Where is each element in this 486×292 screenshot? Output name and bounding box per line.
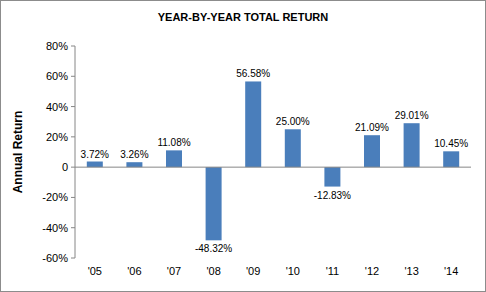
y-axis-label: Annual Return: [11, 111, 25, 194]
y-tick: [71, 106, 75, 107]
y-tick-label: -60%: [42, 252, 68, 264]
x-tick-label: '13: [404, 265, 418, 277]
y-tick: [71, 76, 75, 77]
y-tick-label: 60%: [46, 70, 68, 82]
x-tick-label: '14: [444, 265, 458, 277]
data-label: -48.32%: [195, 243, 232, 254]
y-tick-label: -40%: [42, 222, 68, 234]
x-tick-label: '05: [88, 265, 102, 277]
x-tick-label: '09: [246, 265, 260, 277]
data-label: 56.58%: [236, 68, 270, 79]
y-tick: [71, 227, 75, 228]
chart-title: YEAR-BY-YEAR TOTAL RETURN: [158, 11, 329, 23]
bar: [245, 81, 261, 167]
y-tick: [71, 136, 75, 137]
bar: [285, 129, 301, 167]
chart-root: YEAR-BY-YEAR TOTAL RETURN Annual Return -6…: [0, 0, 486, 292]
bar: [166, 150, 182, 167]
x-tick-label: '12: [365, 265, 379, 277]
data-label: 3.26%: [120, 149, 148, 160]
chart-svg: YEAR-BY-YEAR TOTAL RETURN Annual Return -6…: [0, 0, 486, 292]
bar: [324, 167, 340, 186]
x-tick-label: '10: [286, 265, 300, 277]
bar: [206, 167, 222, 240]
y-tick: [71, 197, 75, 198]
data-label: 21.09%: [355, 122, 389, 133]
bar: [87, 162, 103, 168]
x-tick-label: '08: [206, 265, 220, 277]
x-tick-label: '11: [326, 265, 340, 277]
y-tick-label: 20%: [46, 131, 68, 143]
bars-group: [87, 81, 459, 240]
y-tick-label: 40%: [46, 101, 68, 113]
x-tick-label: '06: [127, 265, 141, 277]
x-axis-line: [75, 167, 471, 168]
y-tick: [71, 167, 75, 168]
y-tick-label: -20%: [42, 191, 68, 203]
y-tick: [71, 46, 75, 47]
data-label: 11.08%: [157, 137, 190, 148]
bar: [404, 123, 420, 167]
data-label: 10.45%: [434, 138, 468, 149]
bar: [364, 135, 380, 167]
bar: [443, 151, 459, 167]
y-tick: [71, 258, 75, 259]
x-tick-label: '07: [167, 265, 181, 277]
chart-border: [1, 1, 486, 292]
data-label: 25.00%: [276, 116, 310, 127]
y-tick-label: 80%: [46, 40, 68, 52]
data-label: 29.01%: [395, 110, 429, 121]
bar: [126, 162, 142, 167]
y-axis-line: [75, 46, 76, 258]
data-label: -12.83%: [314, 190, 351, 201]
data-label: 3.72%: [81, 149, 109, 160]
y-tick-label: 0: [62, 161, 68, 173]
